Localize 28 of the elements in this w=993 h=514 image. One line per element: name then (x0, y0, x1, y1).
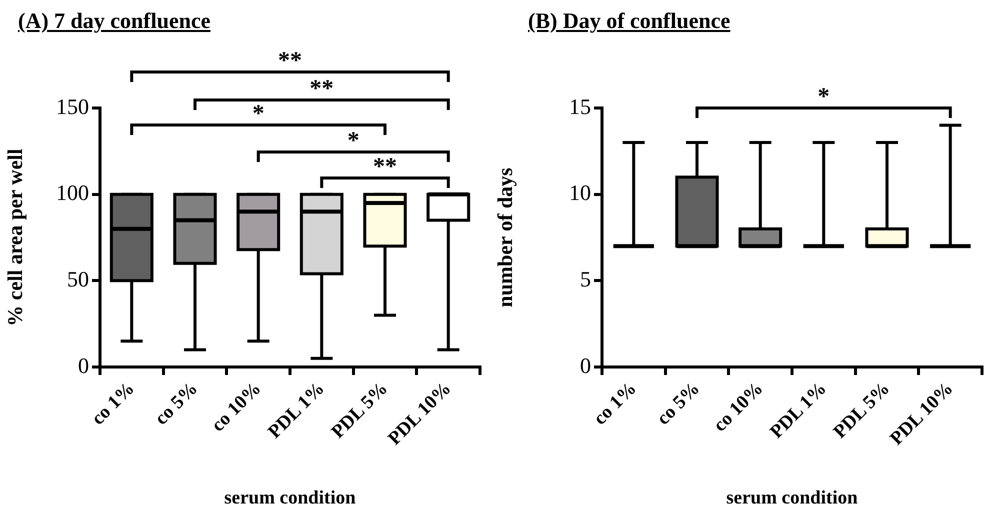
y-tick-label: 0 (78, 352, 89, 378)
x-tick-label: co 10% (208, 378, 266, 436)
x-axis-title: serum condition (224, 488, 356, 509)
chart-title: (B) Day of confluence (528, 8, 730, 34)
text: ** (310, 76, 334, 102)
x-axis-title: serum condition (726, 488, 858, 509)
x-tick-label: co 5% (652, 378, 704, 430)
y-tick-label: 10 (569, 180, 591, 206)
annotation: * (347, 128, 360, 154)
x-tick-label: co 1% (590, 378, 641, 430)
y-tick-label: 0 (580, 352, 591, 378)
annotation: * (252, 101, 264, 128)
y-axis-title: % cell area per well (3, 148, 28, 326)
y-tick-label: 50 (67, 266, 89, 292)
x-tick-label: co 10% (710, 378, 768, 436)
chart-title: (A) 7 day confluence (18, 8, 210, 34)
x-tick-label: PDL 1% (264, 378, 329, 443)
y-tick-label: 5 (580, 266, 591, 292)
annotation: ** (373, 154, 397, 180)
y-tick-label: 150 (56, 94, 89, 119)
text: ** (278, 48, 302, 74)
x-tick-label: co 1% (88, 378, 139, 430)
x-tick-label: co 5% (150, 378, 202, 430)
y-tick-label: 100 (56, 180, 89, 206)
annotation: * (818, 84, 830, 110)
y-tick-label: 15 (569, 94, 591, 119)
x-tick-label: PDL 1% (766, 378, 831, 443)
y-axis-title: number of days (493, 168, 518, 308)
